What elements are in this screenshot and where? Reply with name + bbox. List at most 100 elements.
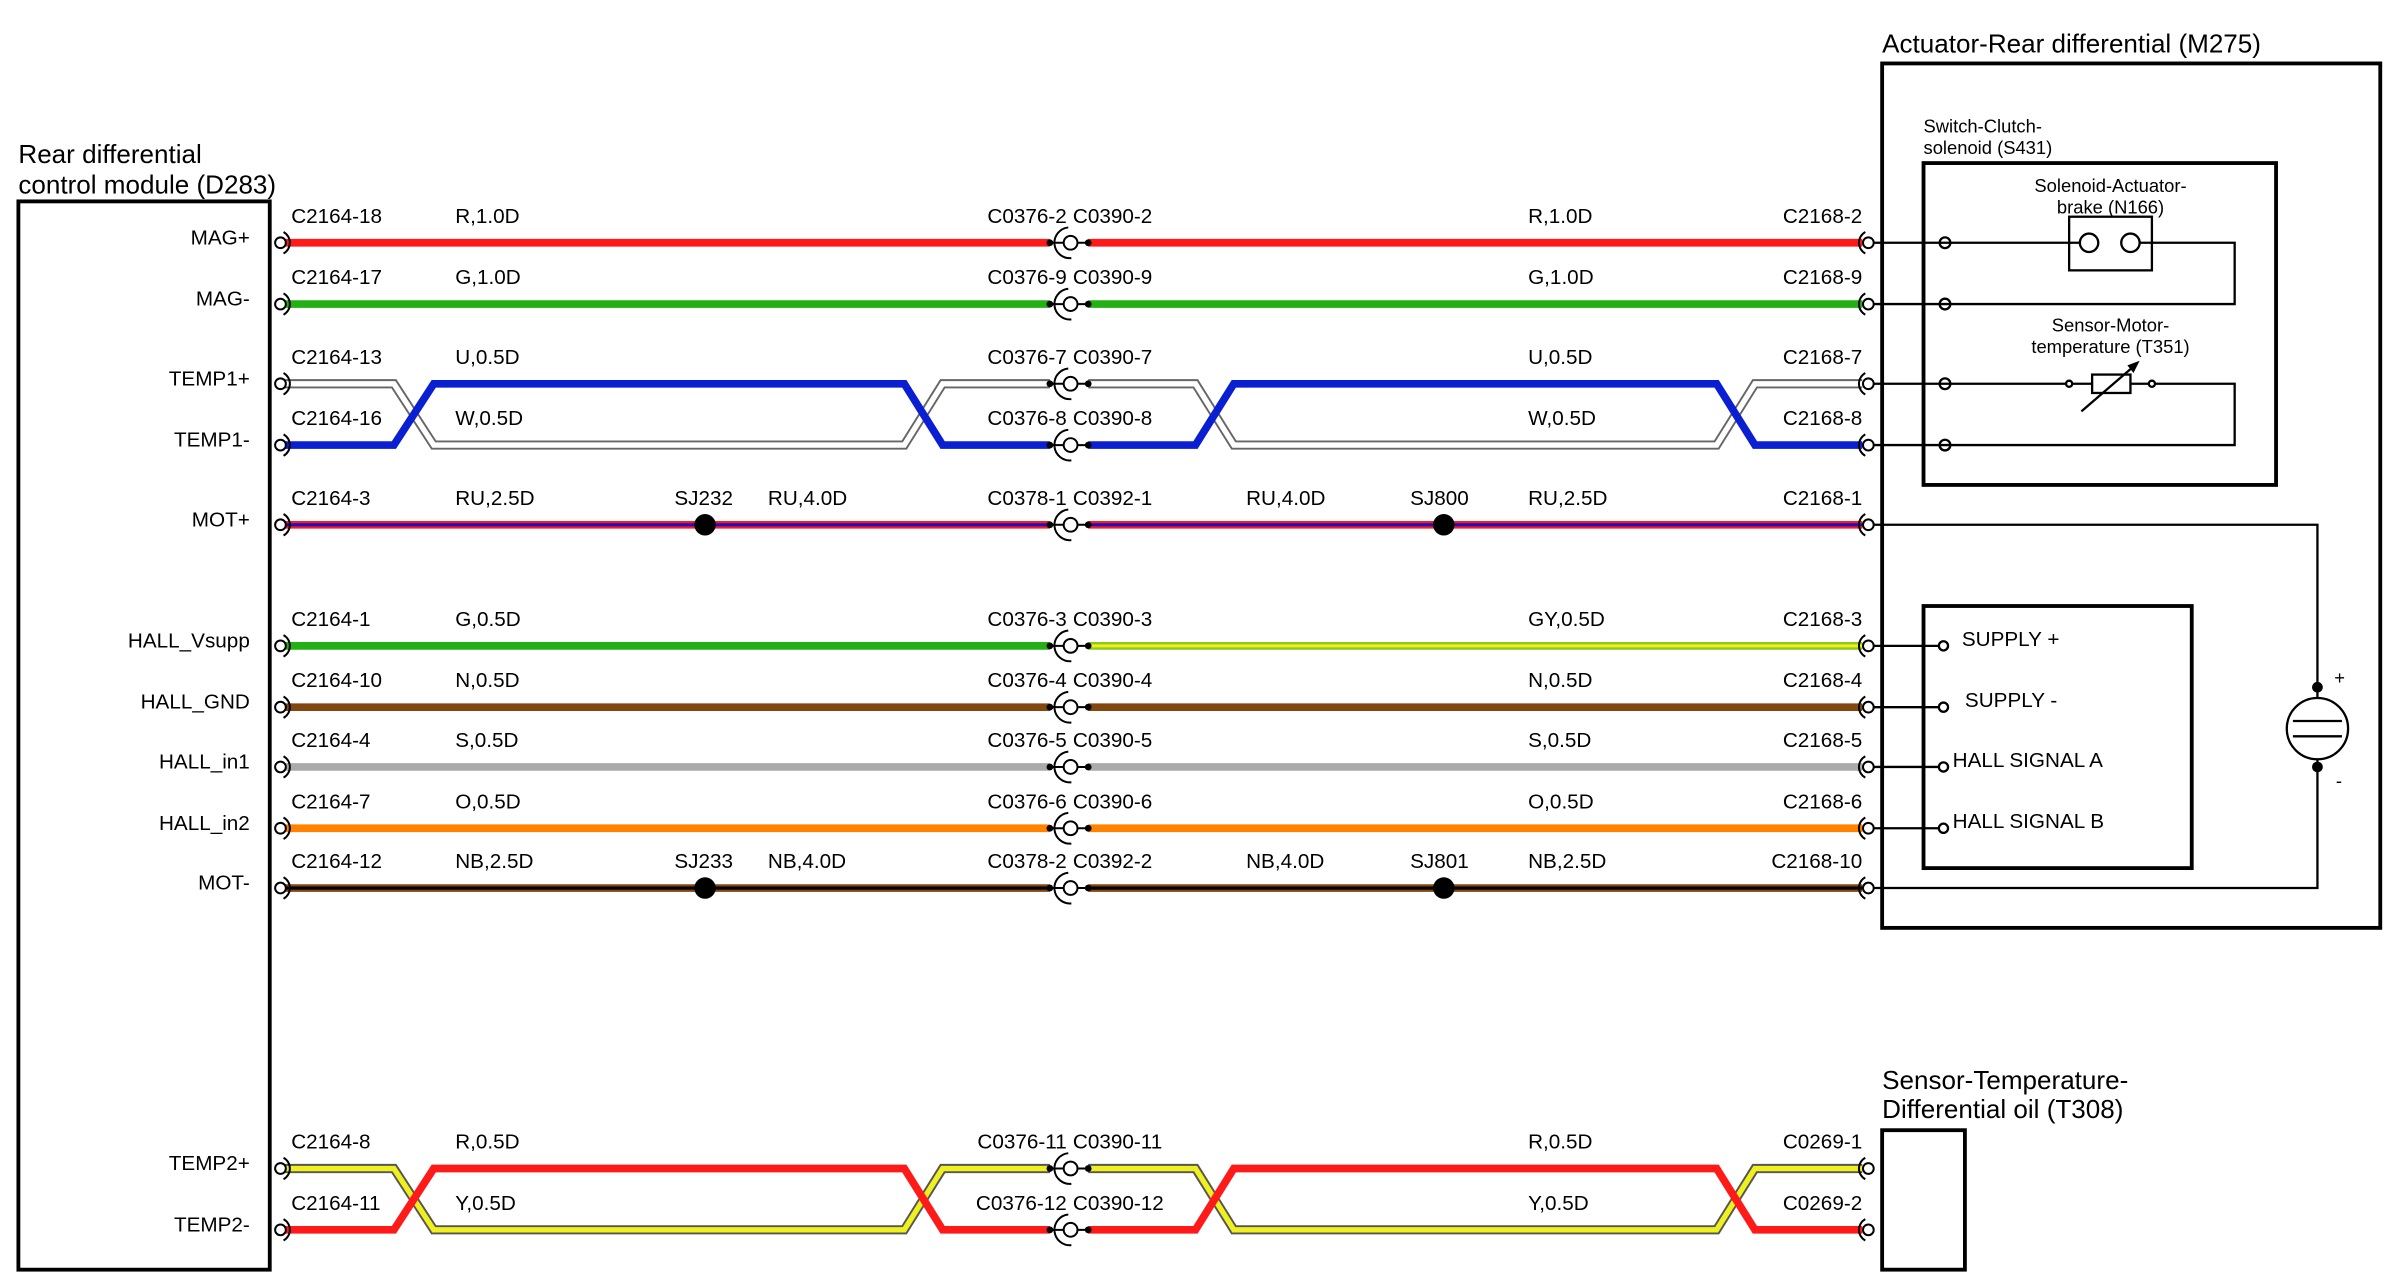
pin-label: HALL_in1: [159, 750, 250, 773]
right-pin-icon: [1858, 695, 1875, 719]
pin-label: MAG-: [196, 288, 250, 311]
right-pin-icon: [1858, 513, 1875, 537]
left-connector-label: C2164-12: [291, 850, 382, 873]
wire-segment-right: [1088, 379, 1863, 450]
module-title-line-2: control module (D283): [18, 170, 276, 200]
hall-supply-minus-label: SUPPLY -: [1965, 689, 2057, 712]
wire-segment-right: [1088, 379, 1863, 449]
hall-sensor-box: [1921, 604, 2194, 871]
inline-connector-left-label: C0376-9: [987, 266, 1066, 289]
wire-temp1-: [285, 379, 1863, 450]
temp-sensor-label-line-1: Sensor-Motor-: [2052, 315, 2169, 336]
solenoid-symbol: [1872, 215, 2236, 311]
inline-connector-icon: [1046, 811, 1092, 845]
inline-connector-icon: [1046, 428, 1092, 462]
wire-labels: MAG+ C2164-18 R,1.0D C0376-2 C0390-2 R,1.0D C2…: [191, 205, 1875, 260]
inline-connector-left-label: C0376-3: [987, 608, 1066, 631]
wire-segment-left: [285, 1164, 1050, 1234]
wire-labels: TEMP2- C2164-11 Y,0.5D C0376-12 C0390-12 Y,0.…: [174, 1192, 1875, 1247]
right-wire-code: Y,0.5D: [1528, 1192, 1589, 1215]
inline-connector-left-label: C0376-12: [976, 1192, 1067, 1215]
right-connector-label: C2168-3: [1783, 608, 1862, 631]
actuator-rear-differential: Actuator-Rear differential (M275) Switch…: [1872, 29, 2383, 930]
pin-label: TEMP2+: [169, 1152, 250, 1175]
module-title-line-1: Rear differential: [18, 139, 201, 169]
left-wire-code-2: NB,4.0D: [768, 850, 846, 873]
left-pin-icon: [274, 513, 291, 537]
left-pin-icon: [274, 433, 291, 457]
right-connector-label: C0269-2: [1783, 1192, 1862, 1215]
right-connector-label: C2168-9: [1783, 266, 1862, 289]
wire-segment-right: [1088, 1163, 1863, 1235]
right-connector-label: C2168-1: [1783, 487, 1862, 510]
rear-differential-control-module: Rear differential control module (D283): [16, 139, 276, 1272]
left-wire-code: Y,0.5D: [455, 1192, 516, 1215]
left-connector-label: C2164-8: [291, 1131, 370, 1154]
wire-segment-left: [285, 379, 1050, 449]
right-pin-icon: [1858, 231, 1875, 255]
sensor-temperature-differential-oil: Sensor-Temperature- Differential oil (T3…: [1880, 1065, 2128, 1272]
pin-label: MAG+: [191, 226, 250, 249]
right-wire-code: S,0.5D: [1528, 729, 1591, 752]
pin-label: TEMP1+: [169, 367, 250, 390]
right-wire-code: O,0.5D: [1528, 790, 1594, 813]
right-pin-icon: [1858, 816, 1875, 840]
left-wire-code: NB,2.5D: [455, 850, 533, 873]
pin-label: HALL_in2: [159, 812, 250, 835]
hall-signal-a-label: HALL SIGNAL A: [1953, 749, 2103, 772]
pin-label: TEMP1-: [174, 429, 250, 452]
right-wire-code-2: RU,4.0D: [1246, 487, 1325, 510]
wire-harness: MAG+ C2164-18 R,1.0D C0376-2 C0390-2 R,1.0D C2…: [128, 205, 1875, 1247]
left-wire-code-2: RU,4.0D: [768, 487, 847, 510]
left-connector-label: C2164-4: [291, 729, 370, 752]
left-pin-icon: [274, 292, 291, 316]
inline-connector-left-label: C0376-8: [987, 407, 1066, 430]
right-connector-label: C2168-2: [1783, 205, 1862, 228]
left-wire-code: O,0.5D: [455, 790, 521, 813]
inline-connector-right-label: C0390-9: [1073, 266, 1152, 289]
inline-connector-icon: [1046, 508, 1092, 542]
left-connector-label: C2164-11: [291, 1192, 380, 1215]
left-connector-label: C2164-7: [291, 790, 370, 813]
actuator-title: Actuator-Rear differential (M275): [1882, 29, 2261, 59]
inline-connector-left-label: C0376-2: [987, 205, 1066, 228]
left-wire-code: N,0.5D: [455, 669, 519, 692]
left-wire-code: S,0.5D: [455, 729, 518, 752]
motor-symbol: [1872, 523, 2350, 890]
oil-sensor-title-line-1: Sensor-Temperature-: [1882, 1065, 2128, 1095]
right-pin-icon: [1858, 292, 1875, 316]
left-connector-label: C2164-1: [291, 608, 370, 631]
splice-dot: [1433, 877, 1455, 899]
inline-connector-icon: [1046, 750, 1092, 784]
right-connector-label: C2168-5: [1783, 729, 1862, 752]
right-connector-label: C2168-4: [1783, 669, 1862, 692]
right-pin-icon: [1858, 1156, 1875, 1181]
inline-connector-icon: [1046, 629, 1092, 663]
left-wire-code: W,0.5D: [455, 407, 523, 430]
inline-connector-left-label: C0376-11: [977, 1131, 1066, 1154]
inline-connector-right-label: C0390-6: [1073, 790, 1152, 813]
left-pin-icon: [274, 372, 291, 396]
left-wire-code: R,0.5D: [455, 1131, 519, 1154]
oil-sensor-title-line-2: Differential oil (T308): [1882, 1094, 2123, 1124]
inline-connector-right-label: C0390-12: [1073, 1192, 1164, 1215]
thermistor-symbol: [1872, 360, 2236, 452]
inline-connector-left-label: C0378-1: [987, 487, 1066, 510]
wire-labels: MOT+ C2164-3 RU,2.5D C0378-1 C0392-1 RU,2.5D C…: [192, 487, 1875, 542]
splice-dot: [694, 514, 716, 536]
left-pin-icon: [274, 231, 291, 255]
left-wire-code: RU,2.5D: [455, 487, 534, 510]
left-pin-icon: [274, 1156, 291, 1181]
inline-connector-icon: [1046, 1213, 1092, 1247]
motor-plus-label: +: [2334, 667, 2345, 688]
pin-label: MOT+: [192, 508, 250, 531]
right-splice-label: SJ801: [1410, 850, 1469, 873]
left-connector-label: C2164-16: [291, 407, 382, 430]
right-wire-code: R,0.5D: [1528, 1131, 1592, 1154]
wire-temp2-: [285, 1164, 1863, 1234]
inline-connector-icon: [1046, 1152, 1092, 1185]
wire-labels: HALL_in2 C2164-7 O,0.5D C0376-6 C0390-6 O,0.5…: [159, 790, 1875, 845]
right-wire-code: GY,0.5D: [1528, 608, 1605, 631]
solenoid-label-line-2: brake (N166): [2057, 197, 2164, 218]
right-wire-code: N,0.5D: [1528, 669, 1592, 692]
